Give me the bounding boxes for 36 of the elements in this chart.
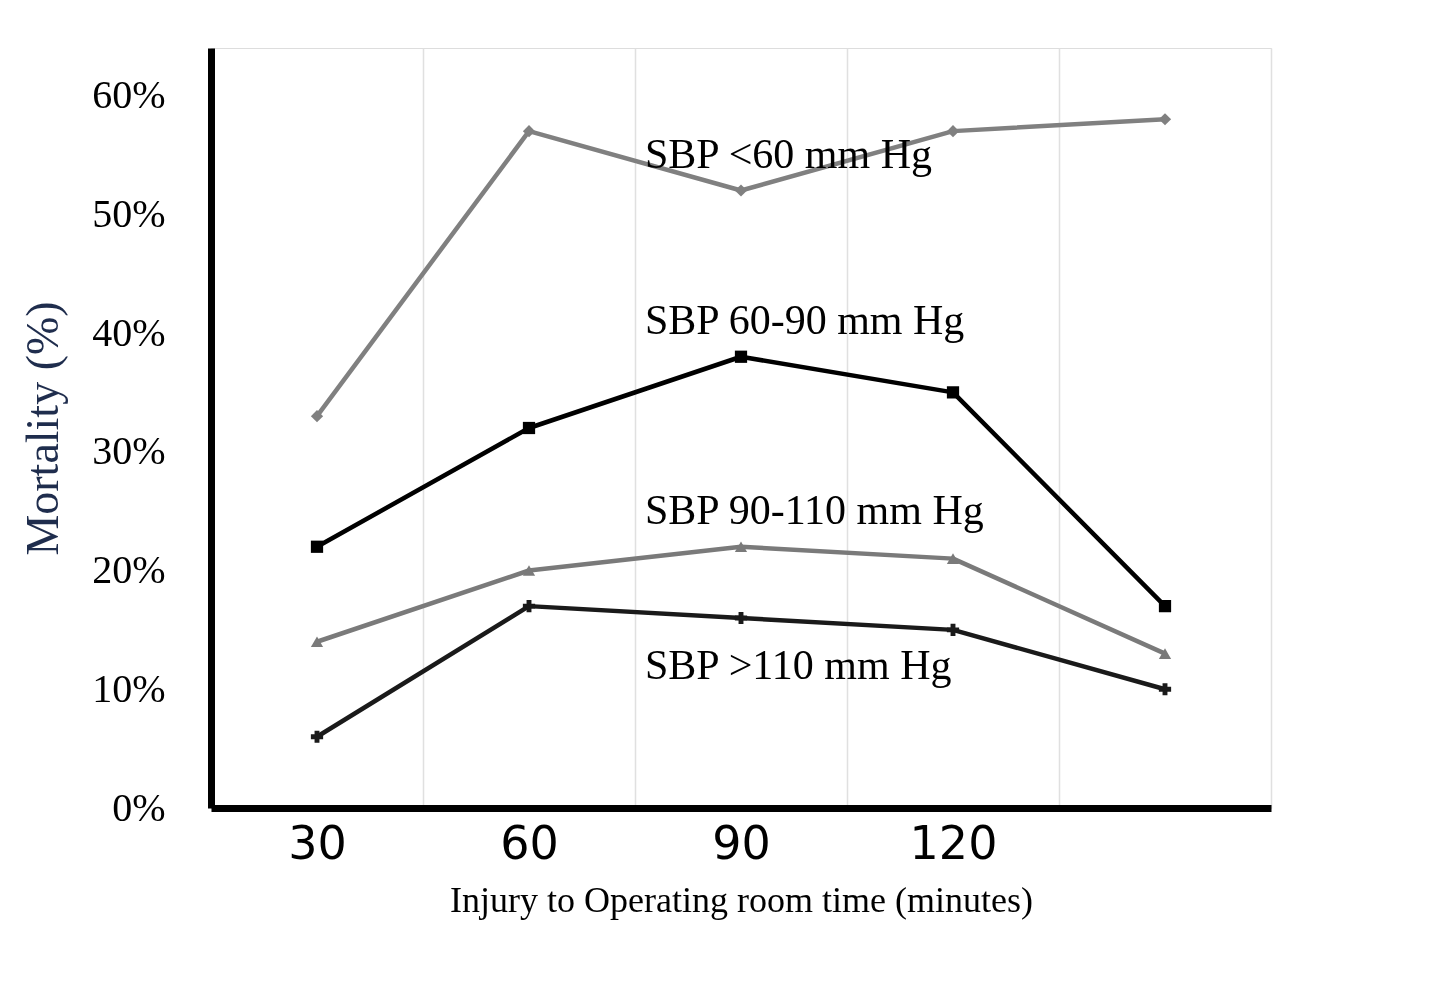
y-axis-title: Mortality (%) [17,301,69,556]
point [946,386,960,399]
point [734,350,748,363]
point [1158,113,1172,126]
point [310,730,324,743]
x-tick-label: 120 [909,815,998,870]
point [946,125,960,138]
point [734,184,748,197]
point [310,636,324,648]
point [310,540,324,553]
y-tick-label: 60% [92,72,166,117]
y-tick-label: 30% [92,428,166,474]
x-tick-label: 60 [500,815,559,870]
y-tick-label: 0% [112,784,166,830]
point [522,565,536,576]
point [1158,683,1172,696]
point [522,421,536,435]
point [1158,600,1172,613]
point [946,623,960,636]
point [522,125,536,138]
series-label: SBP >110 mm Hg [645,642,952,688]
point [1158,648,1172,659]
y-tick-label: 40% [92,309,166,355]
point [310,410,324,423]
x-tick-label: 30 [288,815,347,870]
y-tick-label: 10% [92,665,166,711]
y-tick-label: 20% [92,547,166,592]
point [734,541,748,553]
x-axis-title: Injury to Operating room time (minutes) [450,879,1033,920]
point [522,600,536,613]
point [946,553,960,564]
x-tick-label: 90 [712,815,771,870]
series-label: SBP 90-110 mm Hg [645,486,984,533]
series-label: SBP 60-90 mm Hg [645,296,965,343]
y-tick-label: 50% [92,190,166,236]
series-label: SBP <60 mm Hg [645,130,933,177]
